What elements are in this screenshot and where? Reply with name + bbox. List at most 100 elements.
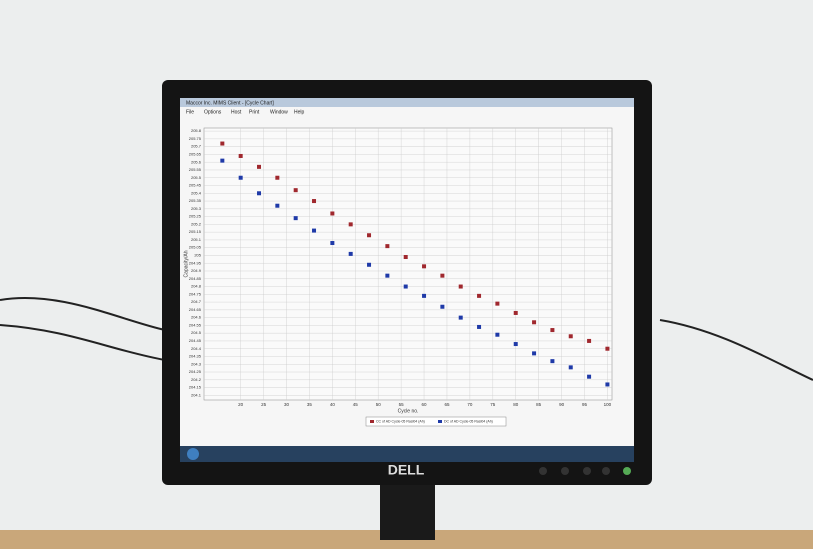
data-point — [550, 359, 554, 363]
x-tick-label: 70 — [467, 402, 473, 407]
x-tick-label: 40 — [330, 402, 336, 407]
data-point — [330, 241, 334, 245]
legend: CC of AD Cycle-05 Rasi04 (Ah) DC of AD Cy… — [366, 417, 506, 426]
y-tick-label: 204.7 — [191, 299, 202, 304]
y-tick-label: 205.1 — [191, 237, 202, 242]
data-point — [569, 334, 573, 338]
data-point — [349, 222, 353, 226]
data-point — [385, 274, 389, 278]
data-point — [532, 320, 536, 324]
data-point — [294, 216, 298, 220]
data-point — [440, 305, 444, 309]
y-tick-label: 204.6 — [191, 315, 202, 320]
menu-item[interactable]: File — [186, 109, 194, 115]
y-tick-label: 204.55 — [189, 322, 202, 327]
data-point — [220, 159, 224, 163]
y-tick-label: 205.6 — [191, 159, 202, 164]
x-tick-label: 50 — [376, 402, 382, 407]
x-tick-label: 25 — [261, 402, 267, 407]
y-tick-label: 204.85 — [189, 276, 202, 281]
x-tick-label: 60 — [422, 402, 428, 407]
data-point — [422, 294, 426, 298]
y-tick-label: 204.5 — [191, 330, 202, 335]
data-point — [404, 255, 408, 259]
data-point — [587, 375, 591, 379]
legend-swatch — [370, 420, 374, 423]
menu-item[interactable]: Print — [249, 109, 260, 115]
x-tick-label: 30 — [284, 402, 290, 407]
data-point — [495, 302, 499, 306]
x-tick-label: 90 — [559, 402, 565, 407]
y-tick-label: 205.75 — [189, 136, 202, 141]
menu-item[interactable]: Host — [231, 109, 242, 115]
y-tick-label: 204.75 — [189, 291, 202, 296]
x-tick-label: 75 — [490, 402, 496, 407]
data-point — [367, 233, 371, 237]
data-point — [404, 285, 408, 289]
data-point — [440, 274, 444, 278]
monitor-stand — [380, 480, 435, 540]
legend-label: DC of AD Cycle-05 Rasi04 (Ah) — [444, 419, 493, 423]
y-tick-label: 205.5 — [191, 175, 202, 180]
y-tick-label: 204.95 — [189, 260, 202, 265]
x-tick-label: 85 — [536, 402, 542, 407]
data-point — [385, 244, 389, 248]
data-point — [459, 316, 463, 320]
x-tick-label: 45 — [353, 402, 359, 407]
data-point — [275, 176, 279, 180]
y-axis-label: Capacity/Ah — [183, 250, 189, 277]
x-tick-label: 35 — [307, 402, 313, 407]
y-tick-label: 205.55 — [189, 167, 202, 172]
data-point — [294, 188, 298, 192]
y-tick-label: 205.45 — [189, 183, 202, 188]
y-tick-label: 204.9 — [191, 268, 202, 273]
y-tick-label: 204.65 — [189, 307, 202, 312]
data-point — [257, 165, 261, 169]
y-tick-label: 204.8 — [191, 284, 202, 289]
data-point — [477, 294, 481, 298]
data-point — [569, 365, 573, 369]
y-tick-label: 205.3 — [191, 206, 202, 211]
y-tick-label: 204.2 — [191, 377, 202, 382]
data-point — [239, 154, 243, 158]
data-point — [605, 347, 609, 351]
y-tick-label: 204.45 — [189, 338, 202, 343]
data-point — [514, 311, 518, 315]
data-point — [532, 351, 536, 355]
data-point — [275, 204, 279, 208]
window-title: Maccor Inc. MIMS Client - [Cycle Chart] — [186, 100, 274, 106]
data-point — [330, 211, 334, 215]
x-axis-label: Cycle no. — [398, 408, 419, 414]
data-point — [239, 176, 243, 180]
brand-logo: DELL — [388, 462, 425, 478]
y-tick-label: 204.25 — [189, 369, 202, 374]
data-point — [477, 325, 481, 329]
data-point — [514, 342, 518, 346]
data-point — [605, 382, 609, 386]
menu-item[interactable]: Window — [270, 109, 288, 115]
x-tick-label: 80 — [513, 402, 519, 407]
page: DELL Maccor Inc. MIMS Client - [Cycle Ch… — [0, 0, 813, 549]
legend-swatch — [438, 420, 442, 423]
x-tick-label: 20 — [238, 402, 244, 407]
data-point — [349, 252, 353, 256]
y-tick-label: 204.15 — [189, 385, 202, 390]
x-tick-label: 95 — [582, 402, 588, 407]
menu-item[interactable]: Options — [204, 109, 222, 115]
y-tick-label: 205.35 — [189, 198, 202, 203]
y-tick-label: 205.4 — [191, 190, 202, 195]
data-point — [495, 333, 499, 337]
legend-label: CC of AD Cycle-05 Rasi04 (Ah) — [376, 419, 425, 423]
y-tick-label: 205.05 — [189, 245, 202, 250]
menu-item[interactable]: Help — [294, 109, 305, 115]
y-tick-label: 205.2 — [191, 221, 202, 226]
data-point — [550, 328, 554, 332]
y-tick-label: 205.15 — [189, 229, 202, 234]
data-point — [422, 264, 426, 268]
y-tick-label: 205 — [194, 253, 201, 258]
y-tick-label: 205.7 — [191, 144, 202, 149]
scene: DELL Maccor Inc. MIMS Client - [Cycle Ch… — [0, 0, 813, 549]
y-tick-label: 204.1 — [191, 392, 202, 397]
data-point — [257, 191, 261, 195]
start-button[interactable] — [187, 448, 199, 460]
